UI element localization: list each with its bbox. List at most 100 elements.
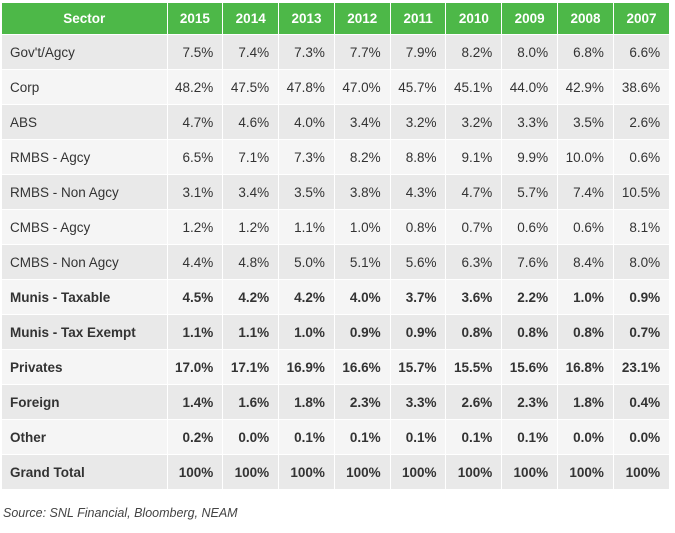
table-cell: 0.8% [557, 314, 614, 350]
row-label: ABS [2, 104, 168, 140]
table-cell: 3.4% [222, 174, 280, 210]
table-cell: 7.3% [278, 34, 335, 70]
header-year: 2009 [501, 3, 559, 35]
table-cell: 0.2% [167, 419, 224, 455]
table-cell: 4.3% [390, 174, 447, 210]
table-cell: 3.7% [390, 279, 447, 315]
table-cell: 100% [557, 454, 614, 489]
table-cell: 42.9% [557, 69, 614, 105]
table-row: Privates 17.0% 17.1% 16.9% 16.6% 15.7% 15.5% 15… [2, 349, 670, 385]
table-cell: 3.4% [334, 104, 391, 140]
table-row: Grand Total 100% 100% 100% 100% 100% 100% 100% 1… [2, 454, 670, 489]
table-cell: 2.3% [334, 384, 391, 420]
table-cell: 7.3% [278, 139, 335, 175]
header-sector: Sector [2, 3, 168, 35]
table-cell: 100% [334, 454, 391, 489]
row-label: Gov't/Agcy [2, 34, 168, 70]
table-cell: 0.1% [278, 419, 335, 455]
table-cell: 3.5% [278, 174, 335, 210]
table-row: Corp 48.2% 47.5% 47.8% 47.0% 45.7% 45.1% 44.0% 4… [2, 69, 670, 105]
table-cell: 1.1% [222, 314, 280, 350]
table-cell: 4.7% [167, 104, 224, 140]
table-row: RMBS - Non Agcy 3.1% 3.4% 3.5% 3.8% 4.3% 4.7% 5… [2, 174, 670, 210]
header-year: 2013 [278, 3, 335, 35]
table-cell: 6.8% [557, 34, 614, 70]
row-label: Corp [2, 69, 168, 105]
table-cell: 9.1% [445, 139, 503, 175]
header-year: 2008 [557, 3, 614, 35]
table-cell: 2.6% [613, 104, 670, 140]
table-row: Munis - Taxable 4.5% 4.2% 4.2% 4.0% 3.7% 3.6% 2… [2, 279, 670, 315]
table-cell: 100% [613, 454, 670, 489]
table-cell: 0.9% [613, 279, 670, 315]
table-cell: 15.5% [445, 349, 503, 385]
table-cell: 10.5% [613, 174, 670, 210]
table-cell: 0.6% [501, 209, 559, 245]
table-cell: 0.1% [334, 419, 391, 455]
table-cell: 15.7% [390, 349, 447, 385]
table-cell: 4.2% [222, 279, 280, 315]
table-cell: 15.6% [501, 349, 559, 385]
table-cell: 0.0% [222, 419, 280, 455]
table-cell: 4.5% [167, 279, 224, 315]
table-cell: 3.6% [445, 279, 503, 315]
table-cell: 8.2% [445, 34, 503, 70]
table-cell: 100% [501, 454, 559, 489]
table-cell: 0.9% [334, 314, 391, 350]
table-cell: 17.0% [167, 349, 224, 385]
row-label: RMBS - Non Agcy [2, 174, 168, 210]
source-note: Source: SNL Financial, Bloomberg, NEAM [3, 506, 238, 520]
table-cell: 47.5% [222, 69, 280, 105]
table-cell: 1.2% [222, 209, 280, 245]
table-cell: 2.6% [445, 384, 503, 420]
table-cell: 8.0% [501, 34, 559, 70]
table-cell: 0.7% [445, 209, 503, 245]
header-year: 2007 [613, 3, 670, 35]
table-cell: 16.6% [334, 349, 391, 385]
header-year: 2012 [334, 3, 391, 35]
table-row: ABS 4.7% 4.6% 4.0% 3.4% 3.2% 3.2% 3.3% 3.5% 2.6% [2, 104, 670, 140]
table-cell: 1.2% [167, 209, 224, 245]
table-cell: 0.1% [390, 419, 447, 455]
row-label: Munis - Tax Exempt [2, 314, 168, 350]
table-cell: 8.1% [613, 209, 670, 245]
table-cell: 0.8% [445, 314, 503, 350]
table-header-row: Sector 2015 2014 2013 2012 2011 2010 2009 2008 2… [2, 3, 670, 35]
table-cell: 4.7% [445, 174, 503, 210]
table-cell: 17.1% [222, 349, 280, 385]
table-cell: 5.0% [278, 244, 335, 280]
table-cell: 0.6% [557, 209, 614, 245]
table-row: CMBS - Non Agcy 4.4% 4.8% 5.0% 5.1% 5.6% 6.3% 7… [2, 244, 670, 280]
table-cell: 8.4% [557, 244, 614, 280]
table-cell: 1.0% [557, 279, 614, 315]
table-cell: 38.6% [613, 69, 670, 105]
table-cell: 3.3% [501, 104, 559, 140]
table-cell: 5.7% [501, 174, 559, 210]
row-label: Grand Total [2, 454, 168, 489]
table-row: CMBS - Agcy 1.2% 1.2% 1.1% 1.0% 0.8% 0.7% 0.6% 0… [2, 209, 670, 245]
table-cell: 3.8% [334, 174, 391, 210]
table-cell: 1.1% [167, 314, 224, 350]
table-cell: 2.2% [501, 279, 559, 315]
table-cell: 3.2% [445, 104, 503, 140]
table-cell: 8.8% [390, 139, 447, 175]
table-cell: 47.0% [334, 69, 391, 105]
table-cell: 45.7% [390, 69, 447, 105]
table-cell: 1.8% [278, 384, 335, 420]
table-cell: 7.7% [334, 34, 391, 70]
row-label: CMBS - Agcy [2, 209, 168, 245]
table-cell: 4.0% [278, 104, 335, 140]
table-row: Munis - Tax Exempt 1.1% 1.1% 1.0% 0.9% 0.9% 0.… [2, 314, 670, 350]
table-cell: 0.8% [501, 314, 559, 350]
header-year: 2011 [390, 3, 447, 35]
table-cell: 10.0% [557, 139, 614, 175]
table-cell: 7.9% [390, 34, 447, 70]
table-body: Gov't/Agcy 7.5% 7.4% 7.3% 7.7% 7.9% 8.2% 8.0% 6.… [2, 34, 670, 489]
table-cell: 0.0% [557, 419, 614, 455]
table-cell: 0.1% [501, 419, 559, 455]
table-cell: 16.9% [278, 349, 335, 385]
row-label: Other [2, 419, 168, 455]
row-label: Munis - Taxable [2, 279, 168, 315]
row-label: Foreign [2, 384, 168, 420]
table-cell: 7.5% [167, 34, 224, 70]
